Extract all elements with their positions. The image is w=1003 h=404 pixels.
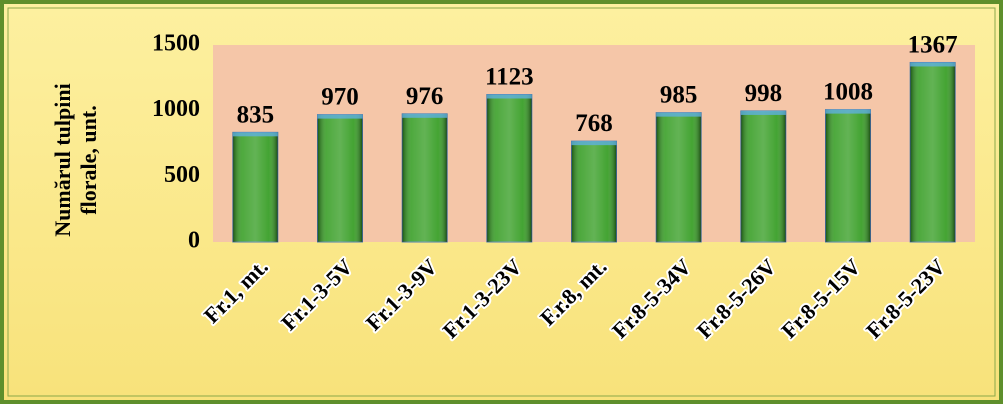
data-label: 1008 (823, 79, 873, 106)
inner-frame (7, 7, 996, 397)
y-tick-label: 1000 (152, 96, 200, 122)
y-tick-label: 1500 (152, 31, 200, 57)
bar-group (486, 94, 533, 243)
bar-top (402, 113, 448, 118)
bar-bevel (402, 113, 448, 242)
bar-bevel (571, 141, 617, 242)
bar-top (486, 94, 532, 99)
bar-top (571, 141, 617, 146)
data-label: 1123 (485, 64, 534, 91)
bar-top (232, 132, 278, 137)
bar-group (317, 114, 363, 243)
bar-group (571, 140, 617, 243)
y-tick-label: 0 (188, 228, 200, 254)
bar-top (317, 114, 363, 119)
bar-group (825, 109, 871, 243)
bar-group (740, 110, 787, 243)
bar-bevel (825, 109, 871, 242)
y-axis-title-line: Numărul tulpini (50, 83, 75, 236)
y-axis-title: Numărul tulpini florale, unt. (50, 83, 101, 236)
data-label: 976 (406, 83, 444, 110)
bar-bevel (317, 114, 363, 242)
data-label: 1367 (908, 31, 958, 58)
bar-bevel (232, 132, 278, 242)
bar-bevel (910, 62, 956, 243)
bar-bevel (740, 110, 786, 242)
bar-bevel (656, 112, 702, 243)
bar-group (909, 61, 956, 243)
bar-group (401, 113, 448, 243)
data-label: 985 (660, 82, 698, 109)
bar-top (825, 109, 871, 114)
bar-group (655, 112, 702, 243)
bar-top (740, 110, 786, 115)
data-label: 768 (575, 110, 613, 137)
bar-group (232, 131, 279, 243)
y-tick-label: 500 (164, 162, 200, 188)
bar-top (910, 62, 956, 67)
data-label: 835 (237, 101, 275, 128)
data-label: 998 (745, 80, 783, 107)
bar-bevel (486, 94, 532, 242)
data-label: 970 (321, 84, 359, 111)
y-axis-title-line: florale, unt. (76, 105, 101, 214)
bar-top (656, 112, 702, 117)
